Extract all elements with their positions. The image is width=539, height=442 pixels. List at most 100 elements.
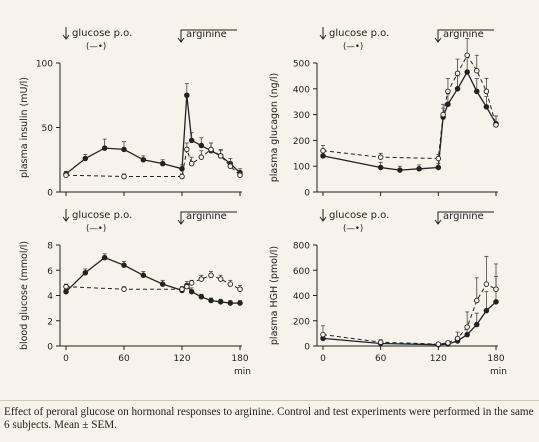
data-point-open	[198, 154, 205, 160]
data-point-open	[121, 173, 127, 180]
data-point-filled	[464, 69, 470, 75]
data-point-filled	[188, 288, 195, 295]
data-point-filled	[320, 153, 326, 159]
data-point-filled	[140, 272, 147, 279]
arrow-head-icon	[62, 216, 70, 222]
data-point-filled	[159, 160, 166, 167]
data-point-open	[237, 172, 243, 178]
data-point-open	[474, 297, 480, 304]
data-point-filled	[217, 299, 224, 305]
series-line-1	[322, 70, 497, 171]
data-point-open	[179, 286, 185, 292]
data-point-open	[320, 331, 326, 338]
data-point-filled	[445, 101, 451, 108]
data-point-open	[208, 272, 214, 279]
data-point-filled	[140, 156, 147, 163]
data-point-open	[188, 160, 195, 167]
x-tick-label: 120	[430, 354, 447, 364]
arginine-annotation: arginine	[186, 29, 227, 40]
x-tick-label: 120	[173, 354, 190, 364]
y-tick-label: 400	[293, 85, 310, 95]
arrow-head-icon	[319, 216, 327, 222]
y-tick-label: 0	[304, 189, 310, 199]
data-point-open	[464, 324, 470, 330]
chart-panel-4: 0 200 400 600 800 0 60 120 180 min plasma HGH (pmo…	[269, 209, 507, 377]
data-point-filled	[416, 166, 422, 172]
x-axis-label: min	[234, 367, 251, 377]
y-axis-label: plasma insulin (mU/l)	[19, 77, 30, 178]
data-point-open	[464, 52, 470, 59]
series-line-2	[322, 54, 497, 160]
y-tick-label: 500	[293, 60, 310, 70]
chart-panel-1: 0 50 100 plasma insulin (mU/l) glucose p.o. (…	[19, 27, 243, 199]
data-point-open	[63, 172, 69, 178]
series-line-2	[65, 147, 241, 177]
arrow-head-icon	[62, 34, 70, 40]
data-point-filled	[464, 331, 470, 338]
data-point-open	[483, 281, 490, 287]
data-point-filled	[377, 164, 384, 171]
y-tick-label: 4	[47, 292, 53, 302]
data-point-filled	[237, 300, 243, 306]
data-point-filled	[184, 92, 190, 98]
data-point-open	[208, 146, 214, 153]
y-tick-label: 6	[47, 267, 53, 277]
y-tick-label: 800	[293, 242, 310, 252]
data-point-open	[440, 111, 446, 118]
y-tick-label: 0	[47, 189, 53, 199]
y-axis-label: blood glucose (mmol/l)	[19, 241, 30, 350]
data-point-open	[483, 88, 490, 95]
data-point-open	[217, 276, 224, 282]
x-tick-label: 0	[320, 354, 326, 364]
y-tick-label: 0	[304, 343, 310, 353]
data-point-open	[188, 280, 195, 286]
figure-panels: 0 50 100 plasma insulin (mU/l) glucose p.o. (…	[19, 27, 507, 377]
y-tick-label: 8	[47, 242, 53, 252]
data-point-open	[474, 67, 480, 74]
data-point-open	[198, 276, 205, 282]
data-point-filled	[435, 164, 442, 171]
data-point-open	[493, 286, 499, 292]
data-point-filled	[198, 294, 205, 300]
data-point-filled	[63, 288, 69, 295]
glucose-symbol: (—•)	[343, 42, 363, 52]
glucose-annotation: glucose p.o.	[329, 210, 389, 221]
glucose-annotation: glucose p.o.	[329, 28, 389, 39]
data-point-filled	[101, 254, 108, 261]
series-line-1	[65, 256, 240, 304]
data-point-open	[445, 88, 451, 95]
data-point-filled	[179, 166, 185, 172]
data-point-filled	[454, 86, 461, 92]
chart-panel-3: 0 2 4 6 8 0 60 120 180 min blood glucose (mmol/l) g…	[19, 209, 251, 377]
y-tick-label: 0	[47, 343, 53, 353]
data-point-filled	[121, 146, 127, 153]
data-point-filled	[474, 321, 480, 328]
x-tick-label: 180	[231, 354, 248, 364]
data-point-open	[377, 339, 384, 345]
y-tick-label: 200	[293, 317, 310, 327]
y-tick-label: 2	[47, 317, 53, 327]
arginine-annotation: arginine	[443, 211, 484, 222]
arrow-head-icon	[319, 34, 327, 40]
x-tick-label: 0	[63, 354, 69, 364]
data-point-open	[454, 70, 461, 77]
figure-caption: Effect of peroral glucose on hormonal re…	[4, 406, 534, 431]
data-point-open	[227, 281, 234, 287]
y-tick-label: 600	[293, 267, 310, 277]
data-point-open	[445, 340, 451, 346]
data-point-filled	[82, 270, 89, 276]
glucose-symbol: (—•)	[86, 42, 106, 52]
data-point-filled	[474, 88, 480, 95]
data-point-filled	[82, 155, 89, 162]
data-point-filled	[483, 104, 490, 110]
data-point-open	[454, 335, 461, 342]
data-point-filled	[159, 281, 166, 287]
glucose-annotation: glucose p.o.	[72, 28, 132, 39]
data-point-filled	[188, 137, 195, 144]
arginine-bracket	[180, 29, 237, 42]
x-tick-label: 60	[375, 354, 387, 364]
arginine-arrow-icon	[434, 37, 442, 43]
data-point-open	[63, 283, 69, 290]
caption-divider	[0, 400, 539, 401]
x-tick-label: 60	[118, 354, 130, 364]
